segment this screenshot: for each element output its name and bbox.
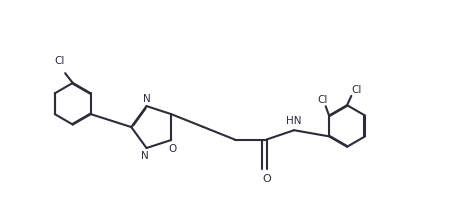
Text: N: N bbox=[142, 94, 150, 103]
Text: HN: HN bbox=[286, 116, 302, 126]
Text: N: N bbox=[141, 151, 148, 161]
Text: O: O bbox=[169, 144, 177, 154]
Text: Cl: Cl bbox=[55, 56, 65, 66]
Text: O: O bbox=[262, 174, 271, 184]
Text: Cl: Cl bbox=[351, 85, 362, 95]
Text: Cl: Cl bbox=[318, 95, 328, 105]
